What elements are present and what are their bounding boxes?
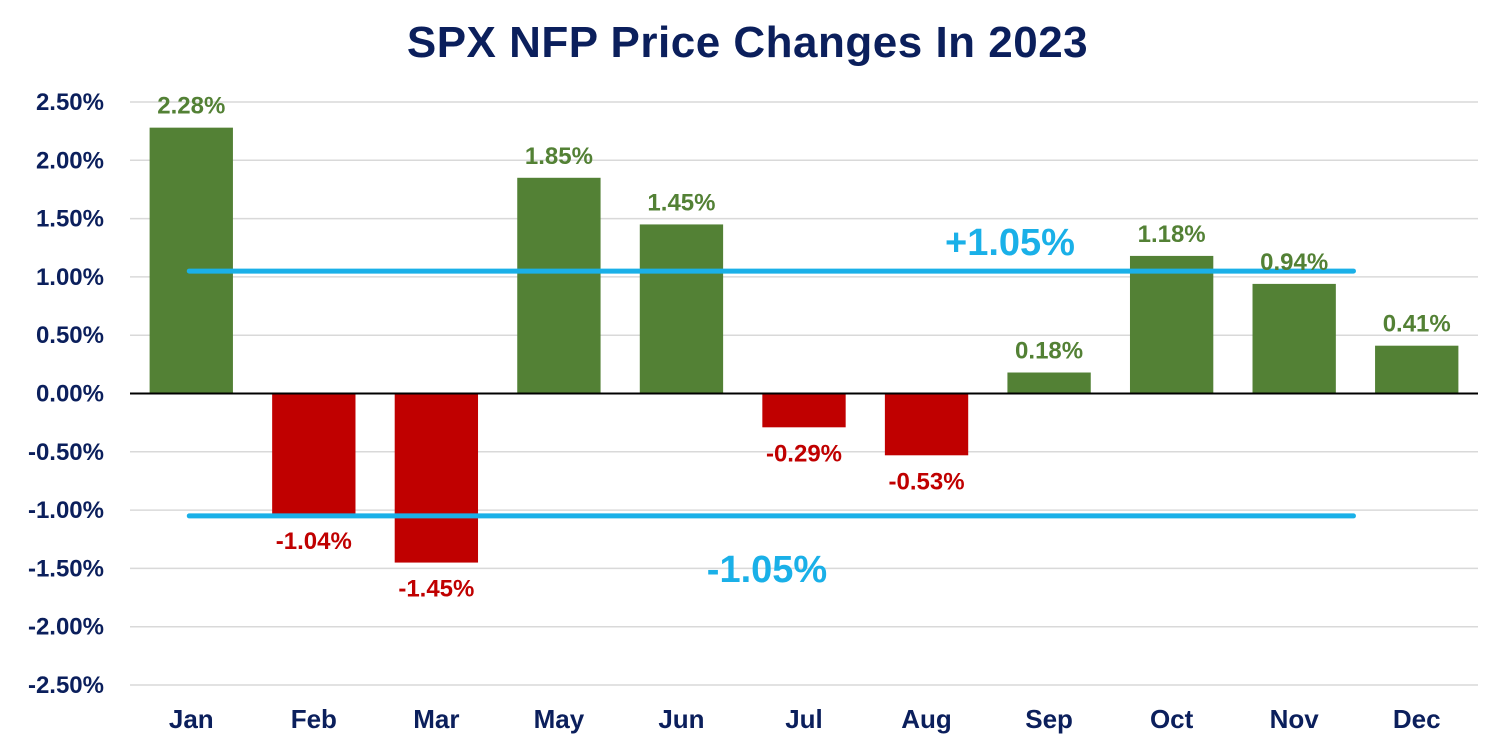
y-tick-label: 2.50% [36, 89, 104, 116]
data-label: 1.18% [1138, 221, 1206, 248]
y-tick-label: -0.50% [28, 439, 104, 466]
x-tick-label: Jun [658, 704, 704, 734]
data-label: 0.18% [1015, 338, 1083, 365]
bar-may [517, 177, 601, 394]
x-tick-label: Feb [291, 704, 337, 734]
x-tick-label: Oct [1150, 704, 1194, 734]
x-tick-label: Sep [1025, 704, 1073, 734]
gridlines [130, 101, 1478, 686]
x-tick-label: Nov [1270, 704, 1320, 734]
bar-feb [272, 393, 356, 515]
data-labels: 2.28% -1.04% -1.45% 1.85% 1.45% -0.29% -0.53% 0… [157, 93, 1451, 603]
y-axis-ticks: 2.50% 2.00% 1.50% 1.00% 0.50% 0.00% -0.50% -1.0… [28, 89, 104, 699]
bar-dec [1375, 345, 1459, 394]
data-label: 0.94% [1260, 249, 1328, 276]
x-tick-label: Mar [413, 704, 459, 734]
y-tick-label: -2.00% [28, 614, 104, 641]
data-label: 1.85% [525, 143, 593, 170]
y-tick-label: -2.50% [28, 672, 104, 699]
y-tick-label: 0.50% [36, 322, 104, 349]
y-tick-label: 0.00% [36, 381, 104, 408]
bar-sep [1007, 372, 1091, 394]
reference-lines: +1.05% -1.05% [186, 222, 1356, 591]
data-label: -1.45% [398, 576, 474, 603]
bar-jan [149, 127, 233, 394]
data-label: -0.29% [766, 440, 842, 467]
x-tick-label: Jul [785, 704, 823, 734]
y-tick-label: 1.50% [36, 206, 104, 233]
y-tick-label: 2.00% [36, 147, 104, 174]
data-label: -1.04% [276, 528, 352, 555]
reference-label: +1.05% [945, 222, 1075, 264]
bar-jun [639, 224, 724, 394]
y-tick-label: -1.50% [28, 555, 104, 582]
data-label: 0.41% [1383, 311, 1451, 338]
data-label: 1.45% [647, 189, 715, 216]
x-axis-ticks: Jan Feb Mar May Jun Jul Aug Sep Oct Nov Dec [169, 704, 1441, 734]
reference-label: -1.05% [707, 549, 827, 591]
chart-title: SPX NFP Price Changes In 2023 [406, 18, 1089, 67]
x-tick-label: Jan [169, 704, 214, 734]
bars [149, 127, 1459, 563]
data-label: -0.53% [889, 468, 965, 495]
data-label: 2.28% [157, 93, 225, 120]
bar-oct [1129, 255, 1214, 394]
bar-jul [762, 393, 846, 428]
bar-aug [884, 393, 969, 456]
y-tick-label: -1.00% [28, 497, 104, 524]
bar-nov [1252, 283, 1336, 394]
x-tick-label: May [534, 704, 585, 734]
bar-mar [394, 393, 479, 563]
y-tick-label: 1.00% [36, 264, 104, 291]
x-tick-label: Aug [901, 704, 952, 734]
x-tick-label: Dec [1393, 704, 1441, 734]
